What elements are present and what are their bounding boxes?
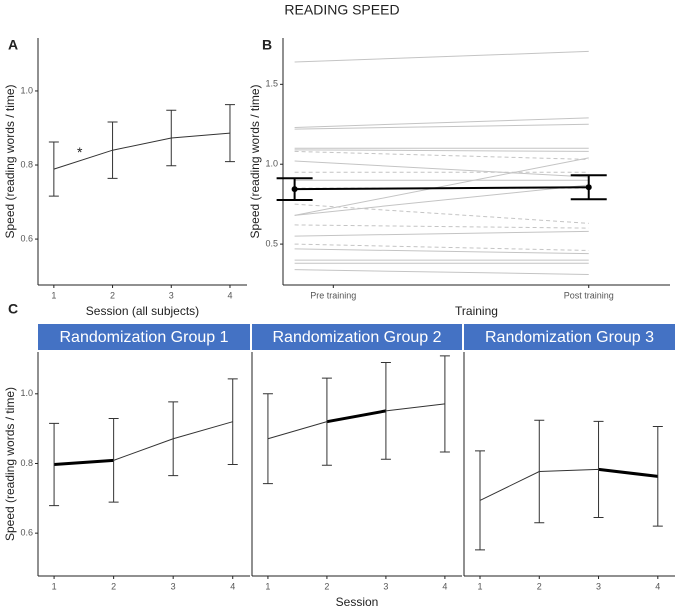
panel-label: A xyxy=(8,37,18,53)
x-tick-label: 4 xyxy=(442,581,447,591)
subject-line xyxy=(294,149,589,152)
x-tick-label: 1 xyxy=(477,581,482,591)
x-tick-label: 4 xyxy=(227,290,232,300)
subject-line xyxy=(294,243,589,251)
subject-line xyxy=(294,150,589,160)
y-tick-label: 0.6 xyxy=(20,233,33,243)
x-axis-label: Training xyxy=(455,304,498,318)
error-bar xyxy=(439,355,450,453)
error-bar xyxy=(48,141,59,197)
x-tick-label: 3 xyxy=(171,581,176,591)
subject-line xyxy=(294,117,589,128)
x-axis-label: Session xyxy=(336,595,379,606)
annotation: * xyxy=(77,144,83,160)
x-tick-label: 3 xyxy=(383,581,388,591)
group-title: Randomization Group 1 xyxy=(60,329,229,346)
subject-line xyxy=(294,203,589,224)
panel-label: B xyxy=(262,37,272,53)
y-tick-label: 0.8 xyxy=(20,458,33,468)
subject-line xyxy=(294,230,589,237)
group-header xyxy=(252,324,462,350)
error-bar xyxy=(380,361,391,460)
x-tick-label: 2 xyxy=(537,581,542,591)
subject-line xyxy=(294,50,589,63)
subject-line xyxy=(294,269,589,275)
error-bar xyxy=(49,422,60,507)
x-tick-label: Post training xyxy=(564,290,614,300)
bold-segment xyxy=(326,409,387,424)
y-tick-label: 0.5 xyxy=(265,238,278,248)
subject-line xyxy=(294,157,589,216)
data-line xyxy=(53,132,231,170)
error-bar xyxy=(534,419,545,524)
x-axis-label: Session (all subjects) xyxy=(86,304,199,318)
group-header xyxy=(38,324,250,350)
y-tick-label: 0.8 xyxy=(20,159,33,169)
error-bar xyxy=(475,450,486,551)
x-tick-label: 1 xyxy=(51,290,56,300)
x-tick-label: Pre training xyxy=(310,290,356,300)
error-bar xyxy=(321,377,332,466)
x-tick-label: 2 xyxy=(110,290,115,300)
x-tick-label: 3 xyxy=(169,290,174,300)
error-bar xyxy=(262,393,273,485)
figure-title: READING SPEED xyxy=(284,2,399,18)
x-tick-label: 4 xyxy=(230,581,235,591)
y-axis-label: Speed (reading words / time) xyxy=(3,84,17,238)
y-tick-label: 1.0 xyxy=(20,388,33,398)
x-tick-label: 4 xyxy=(655,581,660,591)
subject-line xyxy=(294,248,589,255)
group-title: Randomization Group 3 xyxy=(485,329,654,346)
data-line xyxy=(54,421,233,466)
x-tick-label: 1 xyxy=(265,581,270,591)
bold-segment xyxy=(598,467,658,478)
mean-line xyxy=(294,186,589,191)
y-tick-label: 0.6 xyxy=(20,528,33,538)
error-bar xyxy=(593,420,604,518)
error-bar xyxy=(108,418,119,503)
error-bar xyxy=(652,426,663,527)
error-bar xyxy=(168,401,179,477)
y-tick-label: 1.0 xyxy=(265,159,278,169)
subject-line xyxy=(294,224,589,229)
error-bar xyxy=(227,378,238,466)
error-bar xyxy=(107,121,118,179)
bold-segment xyxy=(53,458,114,467)
subject-line xyxy=(294,160,589,178)
y-tick-label: 1.5 xyxy=(265,79,278,89)
group-title: Randomization Group 2 xyxy=(273,329,442,346)
y-axis-label: Speed (reading words / time) xyxy=(248,84,262,238)
data-line xyxy=(267,403,445,440)
y-axis-label: Speed (reading words / time) xyxy=(3,387,17,541)
x-tick-label: 3 xyxy=(596,581,601,591)
panel-label: C xyxy=(8,301,18,317)
subject-line xyxy=(294,184,589,216)
mean-point xyxy=(291,186,298,193)
group-header xyxy=(464,324,675,350)
error-bar xyxy=(166,109,177,167)
subject-line xyxy=(294,123,589,130)
error-bar xyxy=(224,104,235,163)
y-tick-label: 1.0 xyxy=(20,85,33,95)
x-tick-label: 2 xyxy=(111,581,116,591)
mean-point xyxy=(585,184,592,191)
x-tick-label: 2 xyxy=(324,581,329,591)
x-tick-label: 1 xyxy=(52,581,57,591)
